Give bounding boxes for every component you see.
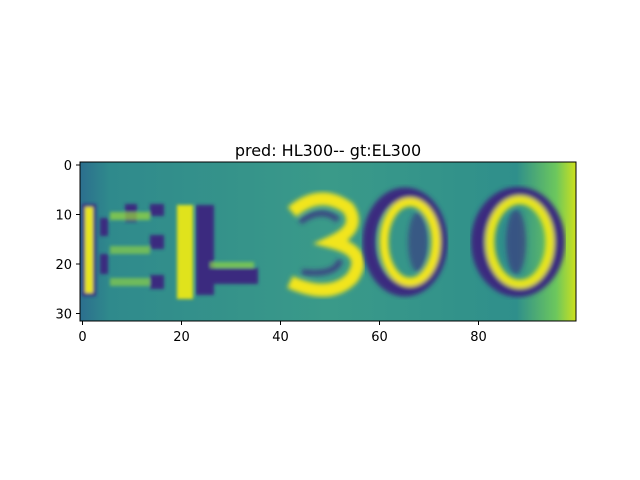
glyph-e [82, 204, 164, 296]
y-axis: 0 10 20 30 [55, 159, 80, 323]
x-tick-label-20: 20 [173, 330, 190, 345]
x-tick-label-0: 0 [78, 330, 86, 345]
x-tick-label-60: 60 [371, 330, 388, 345]
axes-frame [79, 161, 577, 322]
glyph-0-a [362, 187, 448, 297]
x-axis: 0 20 40 60 80 [78, 321, 487, 345]
glyph-l [177, 205, 258, 299]
y-tick-label-30: 30 [55, 308, 72, 323]
image-heatmap [80, 162, 576, 321]
y-tick-label-20: 20 [55, 258, 72, 273]
x-tick-label-40: 40 [272, 330, 289, 345]
x-tick-label-80: 80 [470, 330, 487, 345]
glyph-0-b [471, 187, 565, 297]
glyph-3 [287, 192, 365, 297]
figure-title: pred: HL300-- gt:EL300 [235, 141, 421, 160]
y-tick-label-0: 0 [64, 159, 72, 174]
y-tick-label-10: 10 [55, 209, 72, 224]
